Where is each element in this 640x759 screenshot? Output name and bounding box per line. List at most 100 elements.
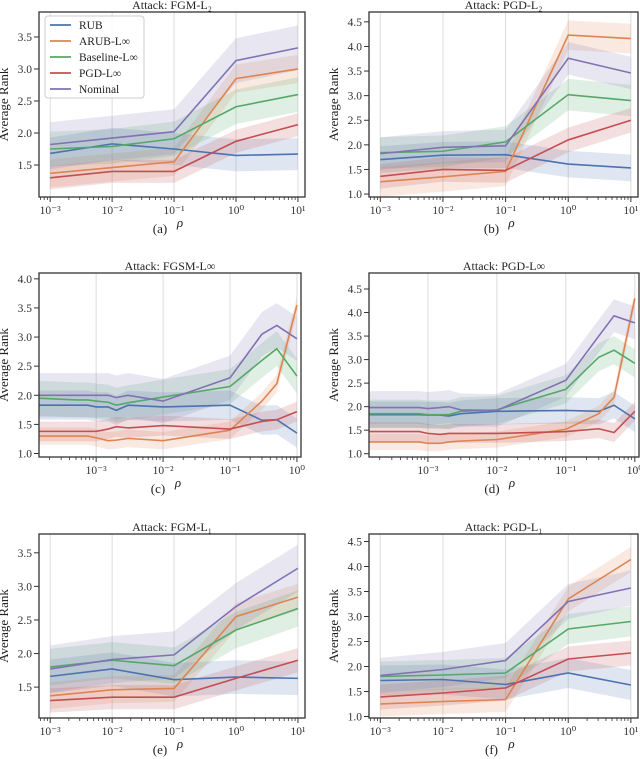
y-axis-label: Average Rank bbox=[326, 328, 341, 402]
y-tick-label: 3.5 bbox=[348, 66, 363, 78]
series-line bbox=[380, 558, 632, 705]
series-line bbox=[39, 404, 298, 434]
panel-caption: (d) bbox=[484, 481, 499, 496]
x-tick-label: 10⁻³ bbox=[370, 205, 392, 217]
axes-frame bbox=[368, 533, 639, 719]
y-tick-label: 4.0 bbox=[348, 41, 363, 53]
y-tick-label: 3.0 bbox=[348, 612, 363, 624]
x-axis-label: ρ bbox=[508, 475, 515, 490]
series-line bbox=[50, 93, 299, 150]
y-tick-label: 2.0 bbox=[348, 662, 363, 674]
y-tick-label: 1.0 bbox=[18, 449, 33, 461]
legend-label: Baseline-L∞ bbox=[79, 52, 138, 64]
x-tick-label: 10⁻² bbox=[102, 726, 124, 738]
series-line bbox=[380, 652, 631, 698]
confidence-band bbox=[369, 290, 635, 452]
x-tick-label: 10⁻³ bbox=[40, 726, 62, 738]
series-line bbox=[50, 567, 299, 670]
confidence-band bbox=[39, 303, 297, 424]
x-tick-label: 10⁻¹ bbox=[495, 726, 517, 738]
subplot-f: 10⁻³ 10⁻² 10⁻¹ 10⁰ 10¹ 1.0 1.5 2.0 2.5 3.0 3.5 4.0 4… bbox=[326, 520, 639, 757]
series-line bbox=[39, 324, 298, 402]
series-line bbox=[369, 349, 636, 416]
subplot-title: Attack: FGM-L₂ bbox=[132, 0, 212, 12]
y-tick-label: 1.5 bbox=[18, 160, 33, 172]
confidence-band bbox=[50, 590, 298, 686]
series-line bbox=[380, 672, 632, 686]
x-axis-label: ρ bbox=[507, 215, 514, 230]
y-tick-label: 1.5 bbox=[18, 682, 33, 694]
y-tick-label: 3.5 bbox=[348, 587, 363, 599]
axes-frame bbox=[38, 11, 306, 198]
series-line bbox=[50, 596, 299, 697]
series-line bbox=[50, 659, 299, 702]
confidence-band bbox=[50, 113, 298, 190]
series-line bbox=[380, 93, 631, 154]
x-axis-label: ρ bbox=[176, 736, 183, 751]
legend-label: RUB bbox=[79, 20, 103, 32]
subplot-a: 10⁻³ 10⁻² 10⁻¹ 10⁰ 10¹ 1.5 2.0 2.5 3.0 3.5 Attack:… bbox=[0, 0, 306, 236]
legend-box bbox=[44, 15, 145, 99]
x-tick-label: 10⁻² bbox=[432, 205, 454, 217]
subplot-c: 10⁻³ 10⁻² 10⁻¹ 10⁰ 1.0 1.5 2.0 2.5 3.0 3.5 4.0 Atta… bbox=[0, 259, 305, 496]
x-tick-label: 10⁻¹ bbox=[219, 465, 241, 477]
series-line bbox=[50, 47, 299, 146]
x-axis-label: ρ bbox=[507, 736, 514, 751]
y-tick-label: 3.0 bbox=[348, 355, 363, 367]
y-tick-label: 2.5 bbox=[18, 96, 33, 108]
x-tick-label: 10⁻³ bbox=[370, 726, 392, 738]
x-tick-label: 10⁰ bbox=[289, 465, 306, 477]
y-axis-label: Average Rank bbox=[0, 589, 11, 663]
y-axis-label: Average Rank bbox=[0, 67, 11, 141]
y-tick-label: 4.5 bbox=[348, 284, 363, 296]
y-tick-label: 2.0 bbox=[18, 649, 33, 661]
x-tick-label: 10¹ bbox=[290, 205, 306, 217]
y-tick-label: 2.0 bbox=[18, 390, 33, 402]
subplot-title: Attack: PGD-L₂ bbox=[465, 0, 543, 12]
y-tick-label: 3.5 bbox=[348, 331, 363, 343]
x-tick-label: 10⁰ bbox=[228, 726, 245, 738]
y-axis-label: Average Rank bbox=[326, 589, 341, 663]
x-tick-label: 10⁻¹ bbox=[495, 205, 517, 217]
x-tick-label: 10⁻² bbox=[486, 465, 508, 477]
plot-area bbox=[50, 25, 299, 190]
y-tick-label: 4.0 bbox=[348, 308, 363, 320]
y-tick-label: 1.5 bbox=[348, 425, 363, 437]
series-line bbox=[380, 153, 631, 169]
x-tick-label: 10⁻¹ bbox=[555, 465, 577, 477]
subplot-title: Attack: PGD-L₁ bbox=[465, 520, 543, 534]
confidence-band bbox=[50, 544, 298, 693]
series-line bbox=[380, 119, 632, 178]
confidence-band bbox=[369, 336, 635, 429]
confidence-band bbox=[50, 54, 298, 188]
series-line bbox=[39, 410, 298, 433]
confidence-band bbox=[369, 299, 635, 427]
y-tick-label: 1.0 bbox=[348, 189, 363, 201]
legend-label: ARUB-L∞ bbox=[79, 36, 130, 48]
legend: RUB ARUB-L∞ Baseline-L∞ PGD-L∞ Nominal bbox=[44, 15, 145, 99]
confidence-band bbox=[39, 331, 297, 423]
x-tick-label: 10⁰ bbox=[560, 205, 577, 217]
confidence-band bbox=[39, 390, 297, 448]
y-tick-label: 3.5 bbox=[18, 548, 33, 560]
series-line bbox=[369, 314, 636, 412]
axes-frame bbox=[38, 533, 306, 719]
subplot-title: Attack: FGSM-L∞ bbox=[125, 259, 216, 273]
x-tick-label: 10⁰ bbox=[560, 726, 577, 738]
y-tick-label: 2.5 bbox=[348, 115, 363, 127]
confidence-band bbox=[380, 42, 631, 170]
confidence-band bbox=[39, 401, 297, 442]
x-axis-label: ρ bbox=[176, 215, 183, 230]
confidence-band bbox=[39, 296, 297, 450]
confidence-band bbox=[50, 583, 298, 710]
y-tick-label: 3.0 bbox=[18, 581, 33, 593]
x-tick-label: 10⁻¹ bbox=[164, 205, 186, 217]
subplot-d: 10⁻³ 10⁻² 10⁻¹ 10⁰ 1.0 1.5 2.0 2.5 3.0 3.5 4.0 4.5 A… bbox=[326, 259, 640, 496]
panel-caption: (e) bbox=[153, 742, 167, 757]
y-tick-label: 4.5 bbox=[348, 17, 363, 29]
legend-label: PGD-L∞ bbox=[79, 68, 121, 80]
legend-label: Nominal bbox=[79, 84, 119, 96]
x-tick-label: 10⁻¹ bbox=[164, 726, 186, 738]
x-tick-label: 10⁻³ bbox=[40, 205, 62, 217]
